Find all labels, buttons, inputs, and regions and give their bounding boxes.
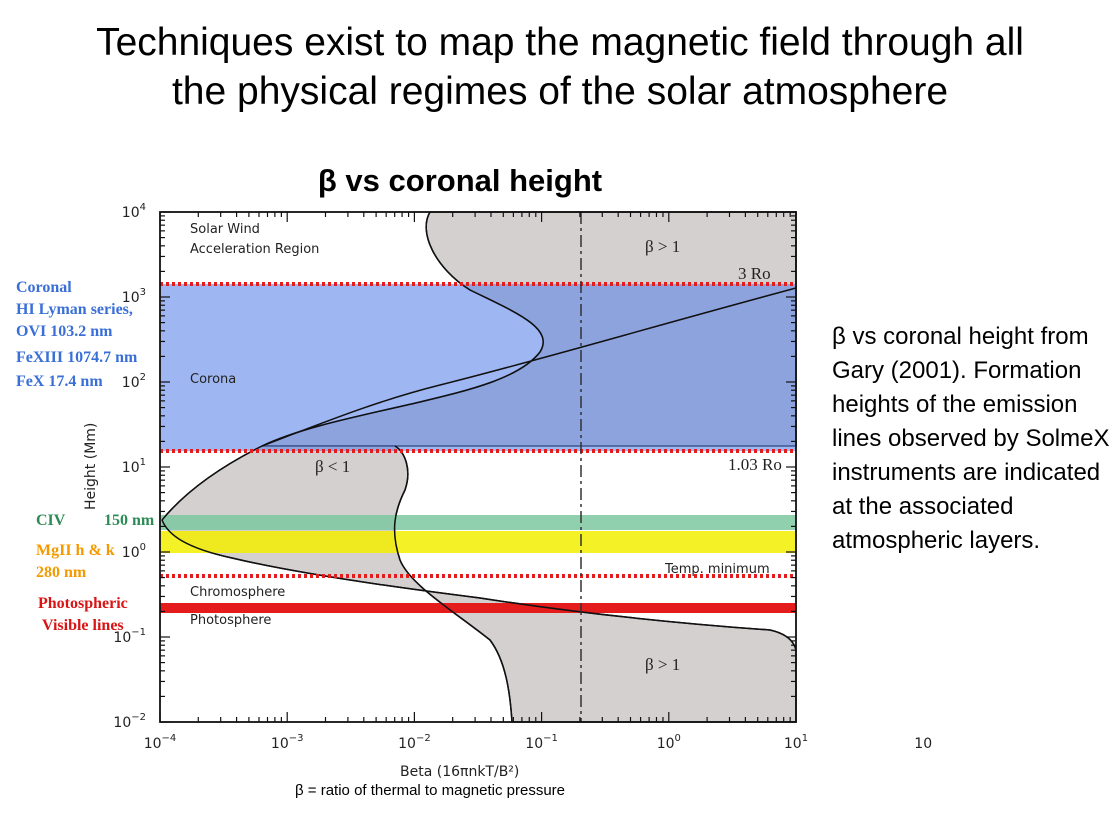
coronal-label-2: HI Lyman series,	[16, 301, 133, 318]
chromosphere-curve	[161, 519, 797, 651]
y-tick-label: 103	[122, 287, 146, 306]
x-tick-label: 10−2	[398, 733, 431, 752]
coronal-label-1: Coronal	[16, 279, 72, 296]
corona-label: Corona	[190, 372, 236, 387]
y-tick-label: 10−1	[113, 627, 146, 646]
x-axis-label: Beta (16πnkT/B²)	[400, 764, 519, 780]
boundary-curve-lower	[393, 445, 513, 723]
photospheric-label-2: Visible lines	[42, 617, 124, 634]
coronal-label-4: FeXIII 1074.7 nm	[16, 349, 138, 366]
x-tick-label: 10	[914, 736, 932, 752]
beta-gt-1-top-label: β > 1	[645, 237, 680, 256]
y-tick-label: 100	[122, 542, 146, 561]
coronal-label-5: FeX 17.4 nm	[16, 373, 103, 390]
x-tick-label: 10−1	[525, 733, 558, 752]
103ro-label: 1.03 Ro	[728, 455, 782, 474]
coronal-label-3: OVI 103.2 nm	[16, 323, 113, 340]
corona-band	[160, 284, 796, 451]
slide-title-line2: the physical regimes of the solar atmosp…	[171, 70, 949, 113]
photospheric-label-1: Photospheric	[38, 595, 128, 612]
beta-gt-1-bottom-label: β > 1	[645, 655, 680, 674]
solar-wind-label-2: Acceleration Region	[190, 242, 319, 257]
footnote: β = ratio of thermal to magnetic pressur…	[295, 782, 565, 799]
mgii-label-2: 280 nm	[36, 564, 87, 581]
y-tick-label: 102	[122, 372, 146, 391]
side-note: β vs coronal height from Gary (2001). Fo…	[832, 323, 1110, 554]
beta-lt-1-label: β < 1	[315, 457, 350, 476]
axis-tick-labels: 10−4 10−3 10−2 10−1 100 101 10 10−2 10−1 100 101 10…	[113, 202, 932, 752]
x-tick-label: 10−3	[271, 733, 304, 752]
civ-wavelength-label: 150 nm	[104, 512, 155, 529]
x-tick-label: 101	[784, 733, 808, 752]
beta-lt-1-boundary-region	[161, 445, 797, 723]
mgii-band	[160, 531, 796, 553]
civ-band	[160, 515, 796, 530]
solar-wind-label-1: Solar Wind	[190, 222, 260, 237]
mgii-label-1: MgII h & k	[36, 542, 115, 559]
y-tick-label: 101	[122, 457, 146, 476]
slide-title-line1: Techniques exist to map the magnetic fie…	[96, 21, 1024, 64]
photosphere-label: Photosphere	[190, 613, 271, 628]
chromosphere-label: Chromosphere	[190, 585, 285, 600]
beta-equals-1-curve	[261, 287, 797, 447]
slide-title: Techniques exist to map the magnetic fie…	[20, 18, 1100, 116]
photosphere-band	[160, 603, 796, 613]
y-tick-label: 10−2	[113, 712, 146, 731]
y-axis-label: Height (Mm)	[83, 423, 99, 510]
3ro-label: 3 Ro	[738, 264, 771, 283]
temp-minimum-label: Temp. minimum	[664, 562, 770, 577]
chart-title: β vs coronal height	[317, 163, 603, 198]
axis-ticks	[159, 211, 797, 723]
civ-label: CIV	[36, 512, 66, 529]
x-tick-label: 100	[657, 733, 681, 752]
x-tick-label: 10−4	[144, 733, 177, 752]
y-tick-label: 104	[122, 202, 146, 221]
